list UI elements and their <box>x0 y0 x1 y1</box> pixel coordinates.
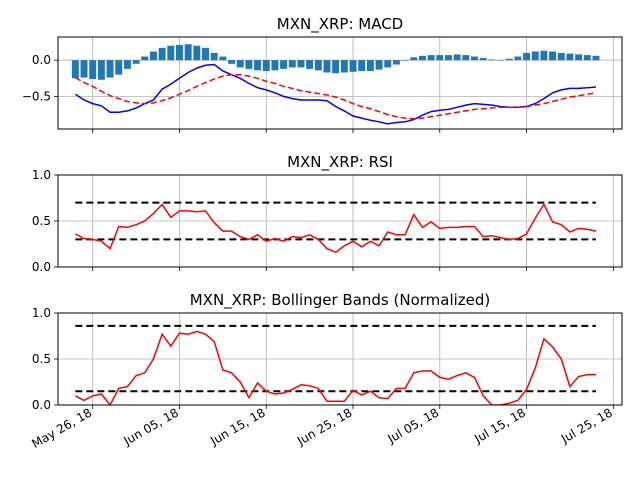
histogram-bar <box>444 55 452 61</box>
histogram-bar <box>89 60 97 80</box>
histogram-bar <box>427 55 435 61</box>
histogram-bar <box>366 60 374 72</box>
histogram-bar <box>375 60 383 70</box>
histogram-bar <box>149 51 157 61</box>
y-tick-label: 1.0 <box>32 306 51 320</box>
histogram-bar <box>540 50 548 61</box>
histogram-bar <box>575 54 583 61</box>
histogram-bar <box>228 60 236 64</box>
histogram-bar <box>210 52 218 61</box>
histogram-bar <box>583 55 591 61</box>
histogram-bar <box>184 44 192 61</box>
histogram-bar <box>115 60 123 75</box>
histogram-bar <box>323 60 331 73</box>
histogram-bar <box>514 56 522 61</box>
histogram-bar <box>288 60 296 68</box>
chart-title: MXN_XRP: MACD <box>277 15 403 34</box>
y-tick-label: 0.5 <box>32 214 51 228</box>
histogram-bar <box>306 60 314 69</box>
histogram-bar <box>71 60 79 79</box>
histogram-bar <box>80 60 88 78</box>
histogram-bar <box>462 55 470 61</box>
plot-area <box>75 324 596 405</box>
histogram-bar <box>497 60 504 61</box>
histogram-bar <box>271 60 279 71</box>
histogram-bar <box>141 56 149 61</box>
histogram-bar <box>488 59 496 61</box>
histogram-bar <box>436 55 444 61</box>
y-tick-label: 1.0 <box>32 168 51 182</box>
histogram-bar <box>453 54 461 61</box>
plot-frame <box>57 36 623 130</box>
histogram-bar <box>254 60 262 71</box>
chart-title: MXN_XRP: RSI <box>287 153 393 172</box>
bollinger-panel: MXN_XRP: Bollinger Bands (Normalized) 0.0… <box>32 291 623 412</box>
histogram-bar <box>418 55 426 61</box>
x-axis-labels: May 26, 18 Jun 05, 18 Jun 15, 18 Jun 25, 18… <box>29 405 614 451</box>
x-tick-label: Jul 25, 18 <box>558 405 615 446</box>
histogram-bar <box>332 60 340 74</box>
histogram-bar <box>106 60 114 78</box>
histogram-bar <box>314 60 322 71</box>
histogram-bar <box>349 60 357 72</box>
x-tick-label: May 26, 18 <box>29 405 94 451</box>
histogram-bar <box>193 45 201 61</box>
histogram-bar <box>297 60 305 68</box>
histogram-bar <box>132 60 140 64</box>
histogram-bar <box>176 44 183 61</box>
y-tick-label: −0.5 <box>22 89 51 103</box>
macd-line <box>74 63 597 125</box>
histogram-bar <box>531 51 539 61</box>
histogram-bar <box>280 60 288 69</box>
histogram-bar <box>358 60 366 72</box>
histogram-bar <box>523 52 531 61</box>
x-tick-label: Jul 05, 18 <box>385 405 442 446</box>
histogram-bar <box>158 47 166 61</box>
plot-frame <box>57 312 623 406</box>
plot-frame <box>57 174 623 268</box>
histogram-bar <box>262 60 270 72</box>
histogram-bar <box>505 58 513 61</box>
y-tick-label: 0.5 <box>32 352 51 366</box>
histogram-bar <box>384 60 392 68</box>
histogram-bar <box>471 56 478 61</box>
histogram-bar <box>549 51 557 61</box>
histogram-bar <box>167 45 175 61</box>
histogram-bar <box>340 60 348 73</box>
x-tick-label: Jul 15, 18 <box>471 405 528 446</box>
y-tick-label: 0.0 <box>32 260 51 274</box>
chart-title: MXN_XRP: Bollinger Bands (Normalized) <box>190 291 491 310</box>
rsi-panel: MXN_XRP: RSI 0.0 0.5 1.0 <box>32 153 623 274</box>
x-tick-label: Jun 15, 18 <box>207 405 267 448</box>
x-tick-label: Jun 05, 18 <box>121 405 181 448</box>
histogram-bar <box>392 60 400 65</box>
signal-line <box>75 73 597 120</box>
histogram-bar <box>245 60 253 69</box>
histogram-bar <box>236 60 244 68</box>
macd-panel: MXN_XRP: MACD 0.0 −0.5 <box>22 15 623 133</box>
histogram-bar <box>202 47 209 61</box>
plot-area <box>75 201 597 254</box>
histogram-bar <box>410 57 418 61</box>
histogram-bar <box>592 55 600 61</box>
histogram-bar <box>401 60 409 61</box>
x-tick-label: Jun 25, 18 <box>294 405 354 448</box>
histogram-bar <box>479 58 487 61</box>
histogram-bar <box>219 56 227 61</box>
histogram-bar <box>557 52 565 61</box>
bollinger-line <box>75 330 596 405</box>
histogram-bar <box>123 60 131 69</box>
y-tick-label: 0.0 <box>32 53 51 67</box>
plot-area <box>71 44 600 125</box>
histogram-bar <box>566 53 574 61</box>
histogram-bar <box>97 60 105 80</box>
y-tick-label: 0.0 <box>32 398 51 412</box>
rsi-line <box>75 202 597 254</box>
